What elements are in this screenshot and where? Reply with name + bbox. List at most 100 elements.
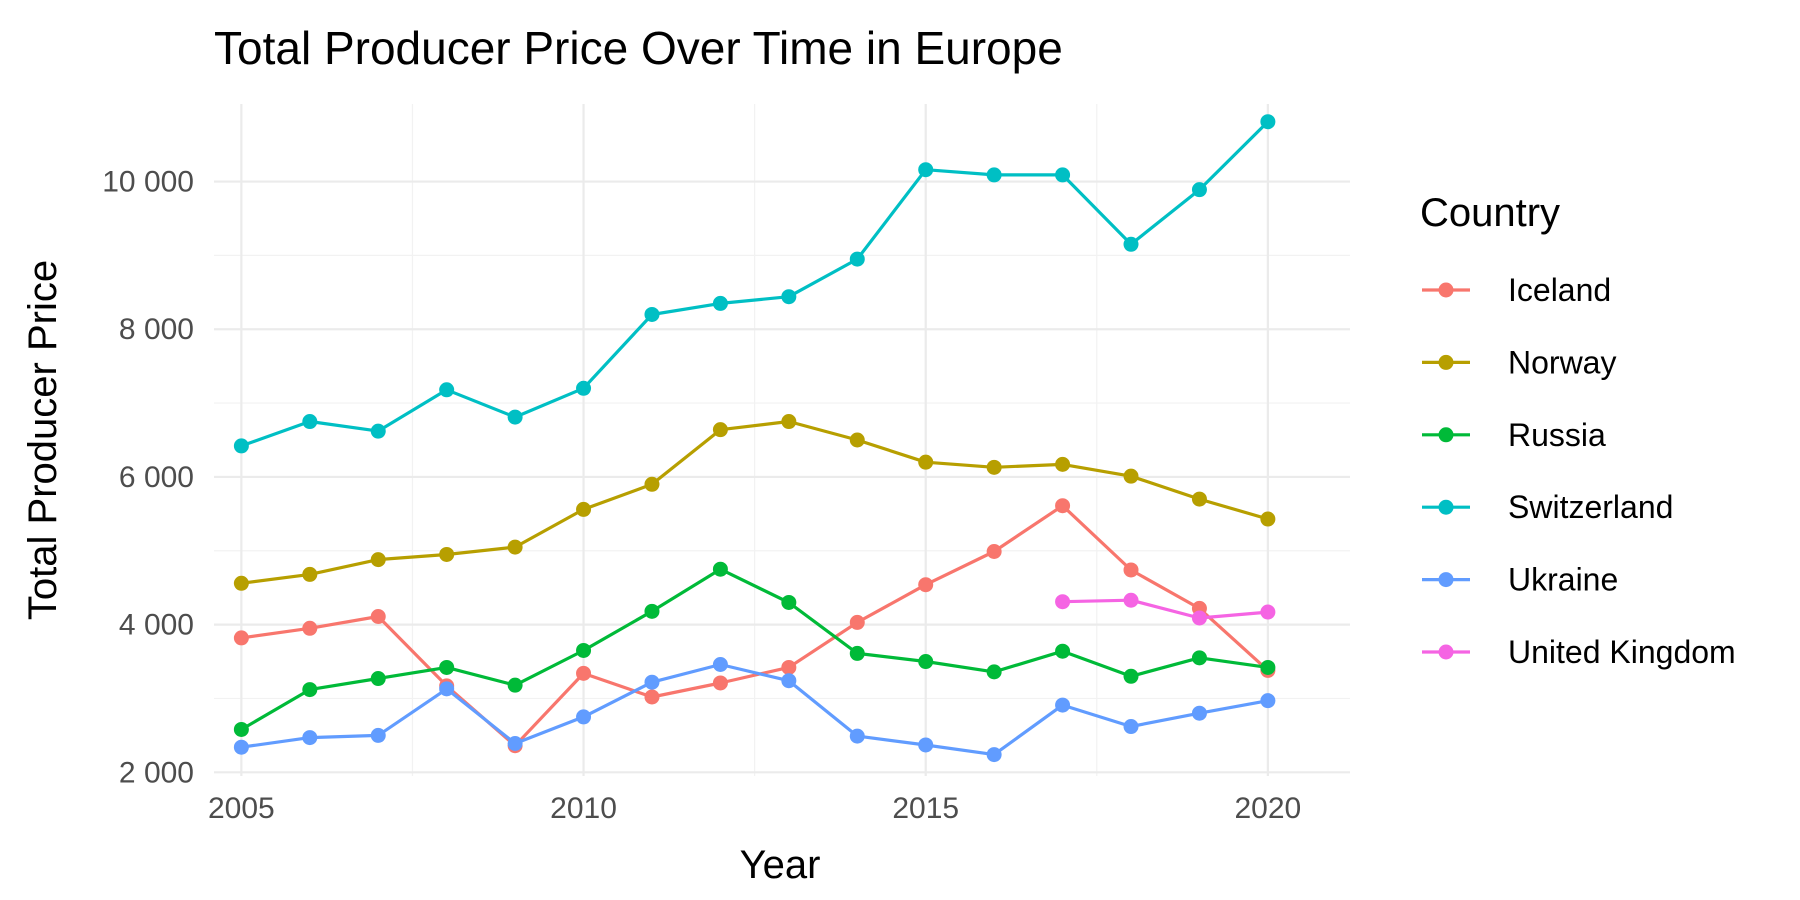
- data-point-norway: [439, 546, 455, 562]
- data-point-united-kingdom: [1055, 594, 1071, 610]
- data-point-russia: [507, 677, 523, 693]
- legend-item-united-kingdom: United Kingdom: [1422, 634, 1736, 670]
- data-point-russia: [1191, 650, 1207, 666]
- series-line-switzerland: [240, 120, 1270, 448]
- data-point-united-kingdom: [1191, 610, 1207, 626]
- data-point-switzerland: [233, 438, 249, 454]
- data-point-united-kingdom: [1123, 592, 1139, 608]
- data-point-norway: [1260, 511, 1276, 527]
- data-point-iceland: [1123, 562, 1139, 578]
- data-point-russia: [1055, 643, 1071, 659]
- data-point-russia: [986, 664, 1002, 680]
- data-point-switzerland: [1123, 236, 1139, 252]
- data-point-russia: [644, 603, 660, 619]
- data-point-ukraine: [439, 681, 455, 697]
- y-tick-label: 10 000: [102, 166, 194, 199]
- data-point-ukraine: [712, 656, 728, 672]
- legend-label: Ukraine: [1508, 562, 1618, 598]
- data-point-ukraine: [918, 737, 934, 753]
- x-tick-label: 2010: [550, 792, 617, 825]
- data-point-norway: [781, 414, 797, 430]
- series-line-norway: [241, 419, 1269, 585]
- data-point-iceland: [370, 608, 386, 624]
- data-point-norway: [507, 539, 523, 555]
- data-point-switzerland: [1191, 182, 1207, 198]
- legend-item-iceland: Iceland: [1422, 272, 1611, 308]
- plot-grid: [214, 104, 1350, 776]
- x-axis-ticks: 2005 2010 2015 2020: [208, 792, 1301, 825]
- data-point-iceland: [712, 675, 728, 691]
- data-point-switzerland: [1055, 167, 1071, 183]
- y-axis-title: Total Producer Price: [21, 260, 65, 620]
- data-point-ukraine: [233, 739, 249, 755]
- legend-label: Russia: [1508, 417, 1606, 453]
- legend-item-norway: Norway: [1422, 344, 1616, 380]
- data-point-iceland: [849, 614, 865, 630]
- legend-key-point: [1438, 427, 1454, 443]
- legend: Country Iceland Norway Russia Switzerland Uk…: [1420, 191, 1736, 670]
- x-axis-title: Year: [740, 843, 821, 887]
- data-point-russia: [918, 654, 934, 670]
- data-point-ukraine: [849, 728, 865, 744]
- data-point-norway: [644, 476, 660, 492]
- data-point-norway: [576, 501, 592, 517]
- data-point-russia: [781, 594, 797, 610]
- data-point-switzerland: [302, 414, 318, 430]
- legend-key-point: [1438, 499, 1454, 515]
- x-tick-label: 2015: [892, 792, 959, 825]
- data-point-ukraine: [644, 674, 660, 690]
- x-tick-label: 2020: [1235, 792, 1302, 825]
- data-point-russia: [576, 642, 592, 658]
- data-point-norway: [1055, 456, 1071, 472]
- legend-label: Switzerland: [1508, 489, 1673, 525]
- series-line-iceland: [241, 504, 1269, 748]
- data-point-switzerland: [644, 306, 660, 322]
- data-point-switzerland: [507, 409, 523, 425]
- data-point-iceland: [1055, 498, 1071, 514]
- y-tick-label: 6 000: [119, 461, 194, 494]
- legend-title: Country: [1420, 191, 1560, 235]
- data-point-norway: [370, 552, 386, 568]
- data-point-switzerland: [918, 162, 934, 178]
- data-point-iceland: [781, 659, 797, 675]
- data-point-russia: [233, 721, 249, 737]
- data-point-switzerland: [781, 289, 797, 305]
- legend-key-point: [1438, 644, 1454, 660]
- legend-key-point: [1438, 282, 1454, 298]
- data-point-ukraine: [1123, 719, 1139, 735]
- data-point-norway: [712, 422, 728, 438]
- data-point-russia: [712, 561, 728, 577]
- series-line-united-kingdom: [1062, 598, 1269, 620]
- data-point-iceland: [576, 665, 592, 681]
- legend-label: Iceland: [1508, 272, 1611, 308]
- data-point-russia: [370, 671, 386, 687]
- x-tick-label: 2005: [208, 792, 275, 825]
- data-point-norway: [849, 432, 865, 448]
- data-point-russia: [849, 645, 865, 661]
- data-point-norway: [233, 575, 249, 591]
- data-point-norway: [918, 454, 934, 470]
- data-point-ukraine: [576, 709, 592, 725]
- data-point-ukraine: [986, 747, 1002, 763]
- data-point-ukraine: [507, 736, 523, 752]
- legend-key-point: [1438, 572, 1454, 588]
- data-point-united-kingdom: [1260, 604, 1276, 620]
- legend-key-point: [1438, 354, 1454, 370]
- series-points: [233, 114, 1276, 763]
- legend-item-russia: Russia: [1422, 417, 1606, 453]
- data-point-iceland: [644, 689, 660, 705]
- data-point-ukraine: [781, 673, 797, 689]
- data-point-russia: [1123, 668, 1139, 684]
- legend-item-ukraine: Ukraine: [1422, 562, 1618, 598]
- data-point-ukraine: [1191, 705, 1207, 721]
- legend-label: United Kingdom: [1508, 634, 1736, 670]
- data-point-iceland: [918, 577, 934, 593]
- data-point-ukraine: [302, 730, 318, 746]
- data-point-norway: [986, 459, 1002, 475]
- data-point-norway: [302, 566, 318, 582]
- data-point-ukraine: [370, 727, 386, 743]
- data-point-iceland: [302, 620, 318, 636]
- y-axis-ticks: 2 000 4 000 6 000 8 000 10 000: [102, 166, 194, 790]
- data-point-iceland: [986, 544, 1002, 560]
